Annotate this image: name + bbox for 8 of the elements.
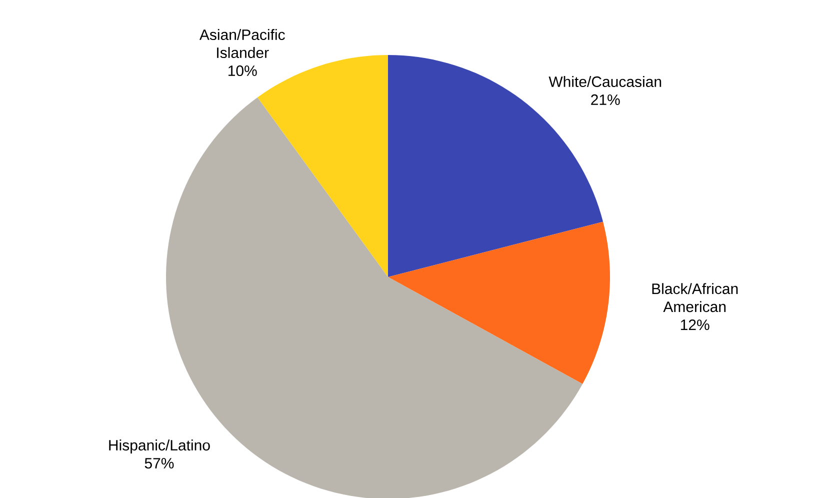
data-label: 10% [228,65,257,76]
slice-label: White/Caucasian [548,76,662,88]
data-label: 21% [591,94,620,105]
slice-label: Hispanic/Latino [109,440,210,454]
data-label: 57% [144,458,174,469]
slice-label: Asian/Pacific Islander [199,29,285,58]
data-label: 12% [680,319,710,330]
slice-label: Black/African American [652,283,738,312]
